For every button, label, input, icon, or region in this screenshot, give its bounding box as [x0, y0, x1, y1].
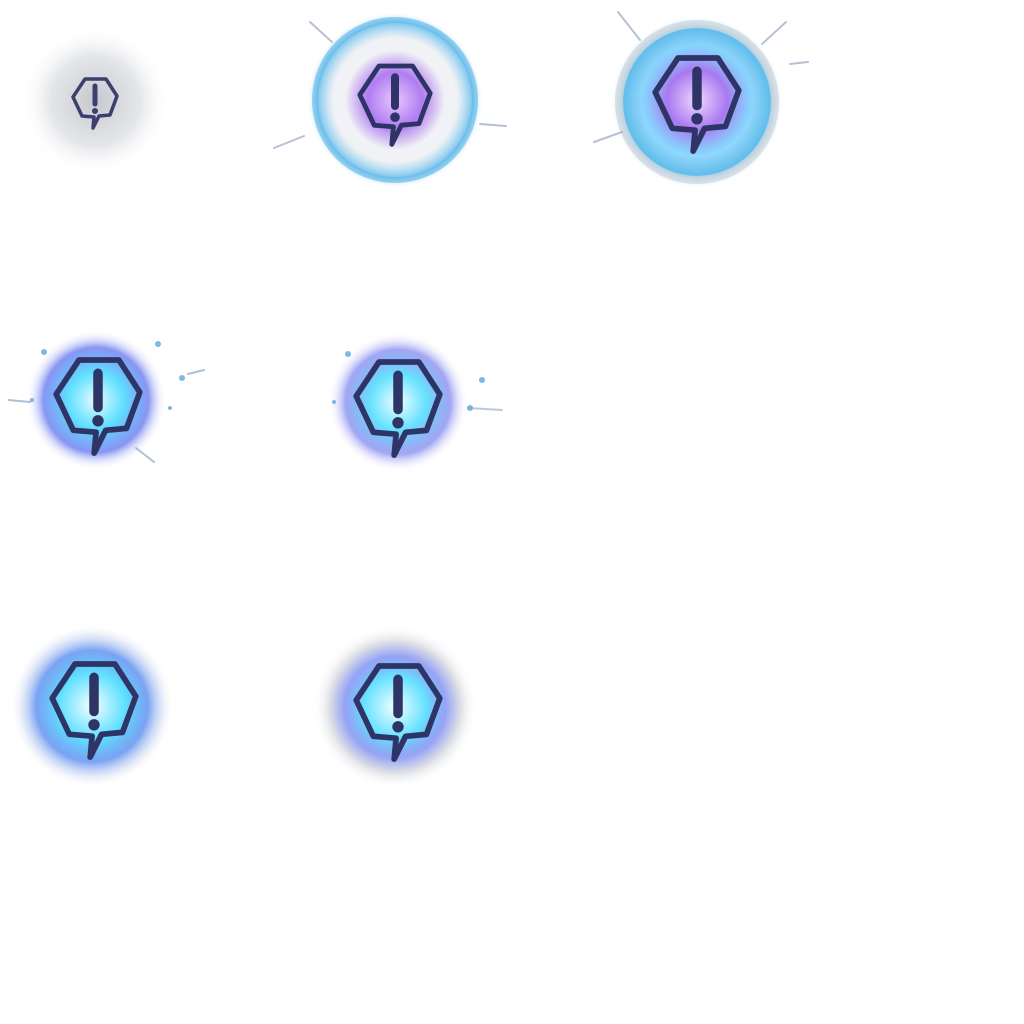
alert-frame-7	[310, 624, 480, 790]
alert-sprite-icon	[20, 26, 170, 176]
alert-sprite-icon	[328, 332, 503, 472]
alert-frame-4	[8, 322, 208, 472]
alert-hexagon-icon	[71, 77, 119, 130]
alert-hexagon-icon	[353, 663, 443, 762]
alert-frame-6	[12, 626, 172, 786]
alert-sprite-icon	[313, 625, 477, 789]
alert-hexagon-icon	[353, 359, 443, 458]
alert-hexagon-icon	[49, 661, 139, 760]
alert-sprite-icon	[8, 330, 205, 470]
alert-hexagon-icon	[652, 55, 742, 154]
alert-sprite-icon	[593, 11, 809, 188]
alert-frame-1	[20, 26, 170, 176]
alert-sprite-icon	[12, 626, 172, 786]
alert-hexagon-icon	[357, 63, 433, 147]
alert-sprite-icon	[273, 12, 507, 188]
alert-frame-5	[318, 326, 508, 476]
alert-hexagon-icon	[53, 357, 143, 456]
alert-frame-3	[592, 4, 814, 194]
alert-frame-2	[270, 8, 510, 193]
